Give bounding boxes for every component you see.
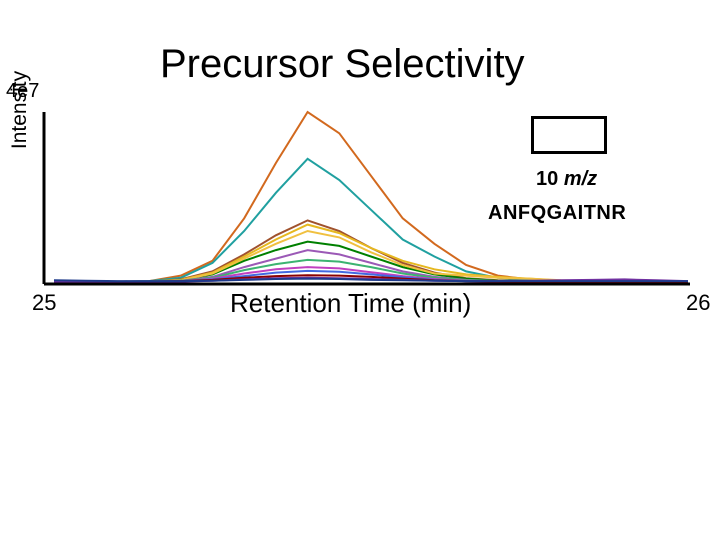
series-line-13 (53, 277, 688, 283)
isolation-window-unit: m/z (563, 168, 598, 190)
x-tick-label-end: 26 (686, 290, 711, 315)
isolation-window-label: 10 m/z (536, 168, 597, 191)
x-axis-label: Retention Time (min) (230, 288, 472, 318)
series-group (53, 110, 689, 283)
isolation-window-value: 10 (536, 168, 559, 190)
isolation-window-box (531, 116, 607, 154)
x-tick-label-start: 25 (32, 290, 57, 315)
chart-title: Precursor Selectivity (160, 42, 525, 86)
y-max-tick-label: 4e7 (6, 80, 40, 102)
peptide-sequence-label: ANFQGAITNR (488, 202, 627, 224)
